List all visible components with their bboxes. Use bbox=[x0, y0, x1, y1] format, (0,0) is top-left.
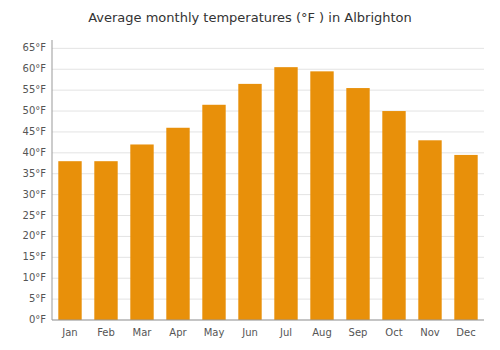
y-tick-label: 30°F bbox=[23, 189, 47, 200]
bar bbox=[238, 84, 261, 320]
y-tick-label: 35°F bbox=[23, 168, 47, 179]
y-tick-label: 55°F bbox=[23, 84, 47, 95]
bar bbox=[274, 67, 297, 320]
x-tick-label: Nov bbox=[420, 327, 440, 338]
y-tick-label: 20°F bbox=[23, 230, 47, 241]
grid-line bbox=[52, 131, 484, 132]
bar bbox=[418, 140, 441, 320]
y-tick-label: 60°F bbox=[23, 63, 47, 74]
x-axis-labels: Jan Feb Mar Apr May Jun Jul Aug Sep Oct Nov Dec bbox=[61, 327, 475, 338]
y-axis-line bbox=[52, 40, 53, 320]
y-tick-label: 10°F bbox=[23, 272, 47, 283]
bar bbox=[346, 88, 369, 320]
x-tick-label: Dec bbox=[456, 327, 475, 338]
y-tick-label: 65°F bbox=[23, 42, 47, 53]
bar bbox=[94, 161, 117, 320]
y-tick-label: 15°F bbox=[23, 251, 47, 262]
grid-line bbox=[52, 69, 484, 70]
x-tick-label: Apr bbox=[169, 327, 187, 338]
grid-line bbox=[52, 48, 484, 49]
bar bbox=[130, 144, 153, 320]
bar bbox=[382, 111, 405, 320]
bar bbox=[58, 161, 81, 320]
grid-line bbox=[52, 111, 484, 112]
x-tick-label: Aug bbox=[312, 327, 332, 338]
x-tick-label: Jun bbox=[241, 327, 258, 338]
y-axis-labels: 0°F 5°F 10°F 15°F 20°F 25°F 30°F 35°F 40°F 45°F 50… bbox=[23, 42, 47, 325]
x-tick-label: Sep bbox=[349, 327, 368, 338]
chart-container: 0°F 5°F 10°F 15°F 20°F 25°F 30°F 35°F 40°F 45°F 50… bbox=[0, 0, 500, 350]
x-tick-label: Mar bbox=[133, 327, 153, 338]
y-tick-label: 5°F bbox=[29, 293, 46, 304]
bar bbox=[310, 71, 333, 320]
y-tick-label: 0°F bbox=[29, 314, 46, 325]
bars bbox=[58, 67, 477, 320]
x-tick-label: May bbox=[204, 327, 225, 338]
bar bbox=[166, 128, 189, 320]
grid-line bbox=[52, 90, 484, 91]
y-tick-label: 40°F bbox=[23, 147, 47, 158]
grid bbox=[52, 48, 484, 320]
x-tick-label: Oct bbox=[385, 327, 402, 338]
x-tick-label: Jan bbox=[61, 327, 77, 338]
x-axis-line bbox=[52, 320, 484, 321]
y-tick-label: 50°F bbox=[23, 105, 47, 116]
x-tick-label: Jul bbox=[279, 327, 292, 338]
chart: 0°F 5°F 10°F 15°F 20°F 25°F 30°F 35°F 40°F 45°F 50… bbox=[0, 0, 500, 350]
grid-line bbox=[52, 320, 484, 321]
bar bbox=[454, 155, 477, 320]
x-tick-label: Feb bbox=[97, 327, 115, 338]
title: Average monthly temperatures (°F ) in Al… bbox=[88, 10, 412, 25]
bar bbox=[202, 105, 225, 320]
y-tick-label: 25°F bbox=[23, 210, 47, 221]
y-tick-label: 45°F bbox=[23, 126, 47, 137]
